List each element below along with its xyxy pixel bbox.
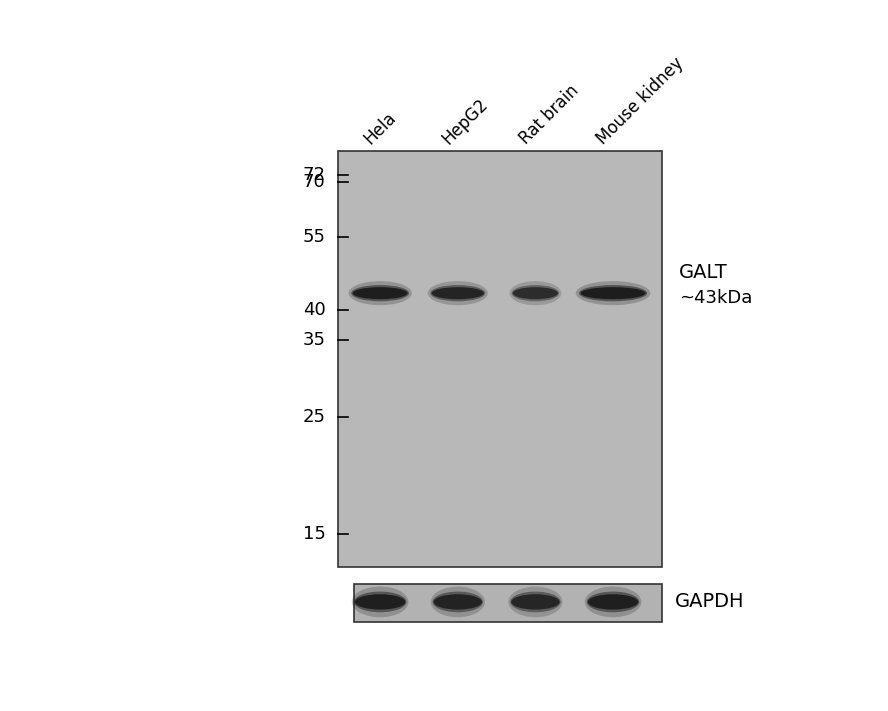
Ellipse shape — [431, 285, 485, 301]
Ellipse shape — [511, 285, 559, 301]
Ellipse shape — [353, 287, 408, 299]
Text: 25: 25 — [303, 408, 326, 427]
Ellipse shape — [511, 594, 559, 609]
Ellipse shape — [355, 594, 406, 609]
Text: GALT: GALT — [678, 263, 727, 282]
Text: ~43kDa: ~43kDa — [678, 289, 752, 306]
Ellipse shape — [584, 587, 641, 617]
Ellipse shape — [431, 587, 485, 617]
Ellipse shape — [579, 285, 647, 301]
Text: 15: 15 — [303, 525, 326, 543]
Ellipse shape — [432, 592, 483, 612]
Ellipse shape — [348, 281, 412, 305]
Ellipse shape — [575, 281, 650, 305]
Text: Hela: Hela — [361, 109, 400, 149]
Ellipse shape — [510, 281, 561, 305]
Text: 72: 72 — [303, 166, 326, 184]
Text: 40: 40 — [303, 301, 326, 319]
Bar — [354, 584, 662, 622]
Text: GAPDH: GAPDH — [676, 592, 745, 611]
Bar — [338, 151, 662, 567]
Ellipse shape — [511, 592, 560, 612]
Ellipse shape — [352, 587, 408, 617]
Ellipse shape — [428, 281, 488, 305]
Ellipse shape — [513, 287, 558, 299]
Text: 35: 35 — [303, 331, 326, 349]
Ellipse shape — [433, 594, 482, 609]
Text: Mouse kidney: Mouse kidney — [593, 55, 687, 149]
Text: Rat brain: Rat brain — [516, 82, 583, 149]
Ellipse shape — [508, 587, 562, 617]
Ellipse shape — [353, 592, 407, 612]
Ellipse shape — [581, 287, 646, 299]
Ellipse shape — [352, 285, 409, 301]
Ellipse shape — [588, 594, 638, 609]
Ellipse shape — [587, 592, 639, 612]
Text: 55: 55 — [303, 228, 326, 246]
Text: 70: 70 — [303, 173, 326, 191]
Ellipse shape — [432, 287, 484, 299]
Text: HepG2: HepG2 — [438, 95, 491, 149]
